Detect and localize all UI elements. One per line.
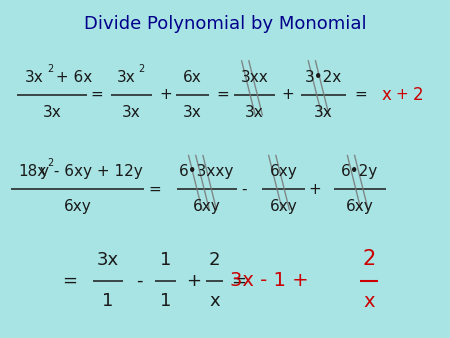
Text: +: + (186, 271, 201, 290)
Text: =: = (62, 271, 77, 290)
Text: 3x: 3x (122, 105, 141, 120)
Text: 6xy: 6xy (270, 199, 297, 214)
Text: +: + (309, 182, 321, 197)
Text: +: + (396, 87, 408, 102)
Text: 3x: 3x (42, 105, 61, 120)
Text: 2: 2 (47, 64, 54, 74)
Text: 3x: 3x (97, 251, 119, 269)
Text: =: = (231, 271, 246, 290)
Text: 3xx: 3xx (240, 70, 268, 84)
Text: 2: 2 (47, 158, 54, 168)
Text: =: = (90, 87, 103, 102)
Text: x: x (381, 86, 391, 104)
Text: 3x: 3x (25, 70, 44, 84)
Text: 6x: 6x (183, 70, 202, 84)
Text: 2: 2 (139, 64, 145, 74)
Text: 3•2x: 3•2x (305, 70, 342, 84)
Text: 3x: 3x (245, 105, 264, 120)
Text: =: = (148, 182, 161, 197)
Text: 18x: 18x (18, 164, 46, 179)
Text: 3x: 3x (183, 105, 202, 120)
Text: 6xy: 6xy (346, 199, 374, 214)
Text: 2: 2 (209, 251, 220, 269)
Text: 6•2y: 6•2y (342, 164, 378, 179)
Text: x: x (209, 292, 220, 310)
Text: =: = (216, 87, 229, 102)
Text: 2: 2 (362, 249, 376, 269)
Text: Divide Polynomial by Monomial: Divide Polynomial by Monomial (84, 15, 366, 33)
Text: 6•3xxy: 6•3xxy (179, 164, 235, 179)
Text: 1: 1 (160, 292, 171, 310)
Text: + 6x: + 6x (51, 70, 93, 84)
Text: 6xy: 6xy (270, 164, 297, 179)
Text: +: + (159, 87, 172, 102)
Text: 3x - 1 +: 3x - 1 + (230, 271, 308, 290)
Text: 6xy: 6xy (193, 199, 221, 214)
Text: 1: 1 (102, 292, 114, 310)
Text: y - 6xy + 12y: y - 6xy + 12y (40, 164, 142, 179)
Text: =: = (355, 87, 367, 102)
Text: x: x (363, 292, 375, 311)
Text: 3x: 3x (314, 105, 333, 120)
Text: 1: 1 (160, 251, 171, 269)
Text: 6xy: 6xy (63, 199, 91, 214)
Text: +: + (282, 87, 294, 102)
Text: -: - (136, 271, 143, 290)
Text: -: - (241, 182, 247, 197)
Text: 2: 2 (412, 86, 423, 104)
Text: 3x: 3x (117, 70, 135, 84)
